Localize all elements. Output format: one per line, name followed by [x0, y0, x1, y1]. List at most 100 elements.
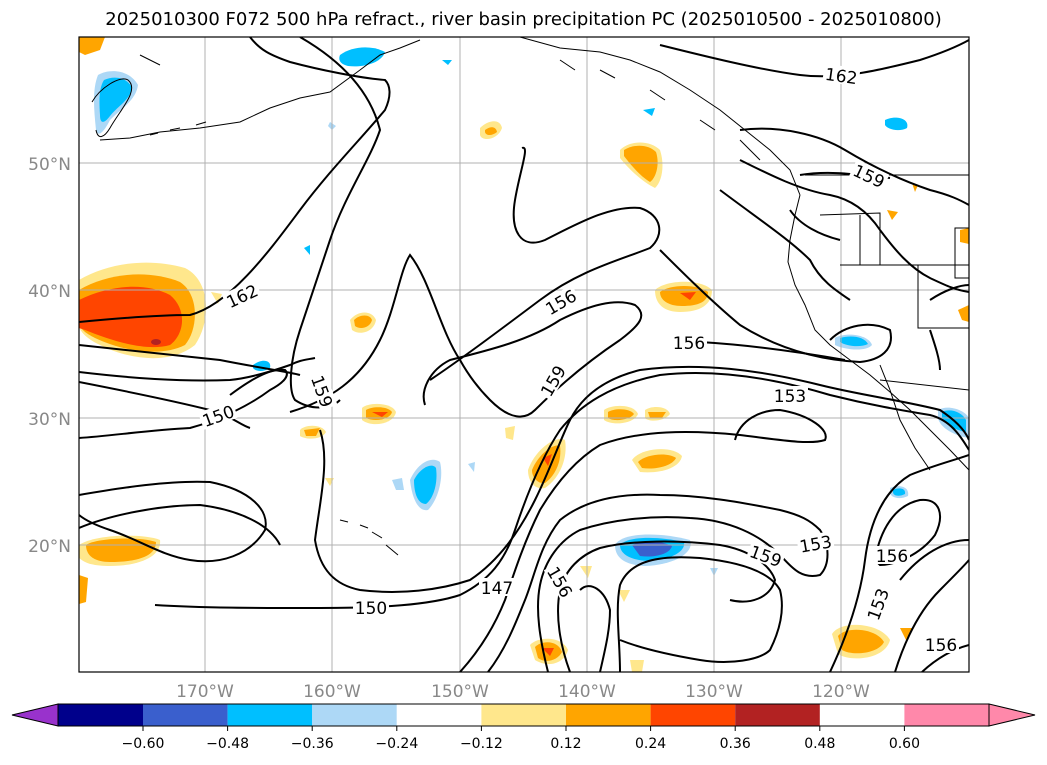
precip-negative-area	[643, 108, 655, 116]
colorbar-tick-label: 0.60	[889, 736, 920, 752]
contour-label: 153	[774, 387, 806, 407]
contour-label-bg	[822, 63, 861, 87]
coastline-alaska	[91, 78, 133, 137]
lon-label: 170°W	[176, 682, 234, 702]
precip-positive-area	[838, 629, 884, 654]
precip-negative-area	[339, 47, 385, 67]
contour-label: 156	[673, 334, 705, 354]
precip-positive-area	[660, 286, 708, 306]
precip-positive-area	[648, 412, 666, 418]
colorbar-segment	[58, 704, 143, 726]
lat-label: 50°N	[28, 155, 71, 175]
contour-label-bg	[874, 546, 910, 564]
contour-label: 162	[824, 65, 859, 89]
contour-label-bg	[540, 284, 581, 319]
contour-label-bg	[923, 635, 959, 653]
colorbar-segment	[227, 704, 313, 726]
contour-line	[739, 159, 969, 293]
contour-line	[79, 344, 301, 376]
coastline-baja	[879, 364, 931, 471]
colorbar-frame	[57, 703, 990, 727]
colorbar-tick-label: 0.24	[635, 736, 666, 752]
precip-negative-area	[893, 488, 906, 496]
precip-positive-area	[680, 292, 696, 300]
contour-label-bg	[308, 370, 338, 411]
contour-line	[899, 539, 969, 581]
precip-positive-area	[79, 37, 105, 55]
lon-label: 150°W	[431, 682, 489, 702]
contour-label-bg	[862, 583, 892, 624]
contour-line	[921, 644, 969, 672]
colorbar-tick-label: −0.12	[460, 736, 503, 752]
border-states	[819, 212, 969, 329]
precip-positive-area	[304, 428, 320, 436]
precip-positive-area	[505, 426, 515, 440]
lon-label: 160°W	[303, 682, 361, 702]
colorbar-segment	[904, 704, 989, 726]
contour-line	[79, 480, 267, 563]
colorbar-tick-label: −0.24	[375, 736, 418, 752]
contour-line	[894, 559, 969, 672]
precip-positive-area	[211, 292, 222, 304]
precip-negative-area	[392, 478, 404, 490]
contour-line	[289, 253, 643, 418]
colorbar-segment	[650, 704, 736, 726]
contour-label-bg	[796, 531, 835, 556]
precip-positive-area	[630, 660, 644, 672]
contour-label: 156	[876, 547, 908, 567]
contour-label: 156	[925, 636, 957, 656]
contour-line	[557, 540, 777, 672]
contours	[79, 37, 969, 672]
contour-line	[79, 357, 316, 382]
precip-positive-area	[887, 210, 898, 220]
contour-line	[739, 127, 969, 206]
contour-label: 150	[355, 599, 387, 619]
contour-label-bg	[772, 386, 808, 404]
coastline-canada	[787, 194, 969, 471]
coastline-small-islands	[139, 54, 207, 136]
contour-line	[789, 209, 841, 241]
colorbar-extend-low	[11, 703, 59, 727]
colorbar-segment	[143, 704, 228, 726]
border-mexico	[879, 379, 969, 391]
contour-line	[537, 516, 781, 672]
contour-line	[929, 329, 941, 371]
precip-positive-area	[86, 538, 156, 562]
precip-negative-area	[414, 465, 437, 504]
colorbar-tick-label: −0.36	[291, 736, 334, 752]
contour-line	[699, 341, 846, 361]
precip-positive-area	[960, 228, 969, 244]
precip-positive-area	[900, 628, 912, 640]
contour-line	[79, 381, 251, 429]
colorbar-tick-label: 0.12	[550, 736, 581, 752]
precip-positive-area	[485, 127, 497, 135]
contour-label-bg	[479, 578, 515, 596]
contour-label-bg	[535, 360, 570, 401]
precip-positive-area	[372, 412, 388, 417]
precip-positive-area	[354, 315, 372, 328]
coastline-aleutians	[99, 39, 421, 141]
colorbar-extend-high	[988, 703, 1036, 727]
precip-positive-area	[608, 409, 634, 421]
contour-line	[79, 503, 281, 546]
lon-label: 120°W	[812, 682, 870, 702]
colorbar-segment	[396, 704, 482, 726]
map-title: 2025010300 F072 500 hPa refract., river …	[105, 9, 942, 30]
contour-label-bg	[221, 279, 262, 312]
contour-line	[79, 37, 391, 323]
precip-negative-area	[840, 336, 868, 347]
contour-line	[289, 37, 382, 409]
lon-label: 130°W	[685, 682, 743, 702]
contour-line	[659, 249, 892, 364]
colorbar-segment	[566, 704, 651, 726]
map-frame	[78, 36, 970, 673]
precip-positive-area	[618, 590, 630, 602]
contour-line	[313, 365, 969, 593]
precip-negative-area	[468, 462, 475, 472]
contour-line	[79, 368, 288, 439]
contour-line	[719, 189, 851, 301]
lat-label: 20°N	[28, 537, 71, 557]
colorbar-segment	[312, 704, 397, 726]
